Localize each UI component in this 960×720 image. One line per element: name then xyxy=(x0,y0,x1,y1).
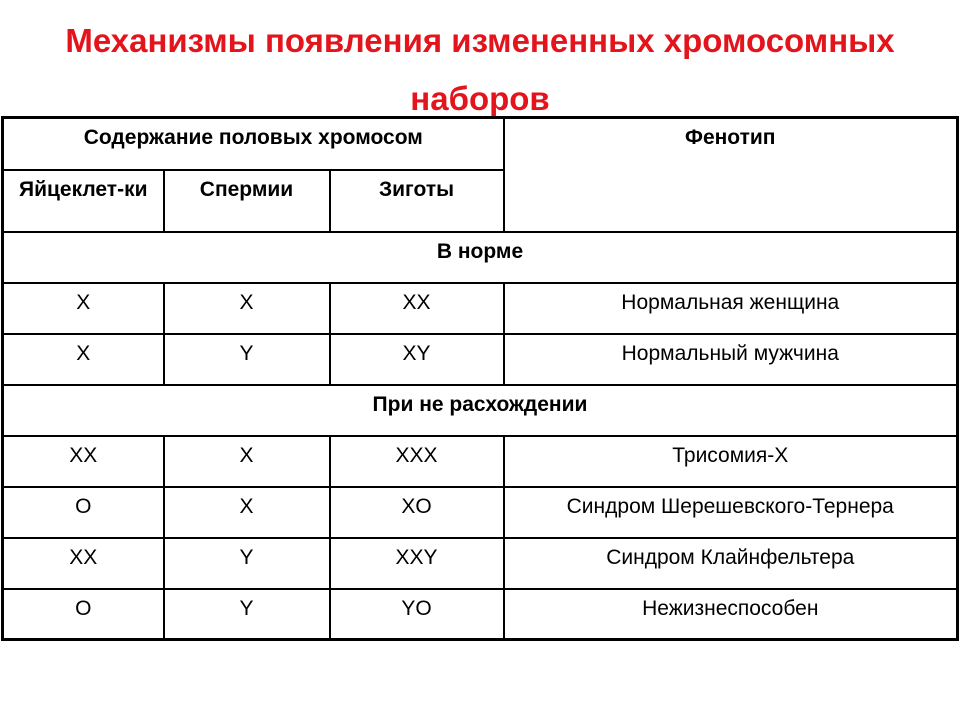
col-header-zygotes: Зиготы xyxy=(328,168,505,233)
egg-cell: XX xyxy=(1,536,165,590)
header-row: Содержание половых хромосом Фенотип xyxy=(1,116,959,233)
egg-cell: X xyxy=(1,281,165,335)
phenotype-cell: Синдром Шерешевского-Тернера xyxy=(502,485,959,539)
phenotype-cell: Нормальный мужчина xyxy=(502,332,959,386)
egg-cell: X xyxy=(1,332,165,386)
col-header-sperm: Спермии xyxy=(162,168,331,233)
table-row: X X XX Нормальная женщина xyxy=(1,281,959,335)
phenotype-cell: Нежизнеспособен xyxy=(502,587,959,641)
sperm-cell: Y xyxy=(162,587,331,641)
sperm-cell: X xyxy=(162,485,331,539)
table-row: XX Y XXY Синдром Клайнфельтера xyxy=(1,536,959,590)
egg-cell: O xyxy=(1,485,165,539)
zygote-cell: XY xyxy=(328,332,505,386)
chromosome-table: Содержание половых хромосом Фенотип Яйце… xyxy=(1,116,959,641)
section-label: При не расхождении xyxy=(1,383,959,437)
slide-title: Механизмы появления измененных хромосомн… xyxy=(65,22,895,117)
sperm-cell: X xyxy=(162,281,331,335)
section-row: При не расхождении xyxy=(1,383,959,437)
table-row: XX X XXX Трисомия-X xyxy=(1,434,959,488)
zygote-cell: XX xyxy=(328,281,505,335)
table-row: O X XO Синдром Шерешевского-Тернера xyxy=(1,485,959,539)
zygote-cell: XXY xyxy=(328,536,505,590)
phenotype-header: Фенотип xyxy=(502,116,959,233)
table-row: X Y XY Нормальный мужчина xyxy=(1,332,959,386)
zygote-cell: XO xyxy=(328,485,505,539)
phenotype-cell: Нормальная женщина xyxy=(502,281,959,335)
sperm-cell: Y xyxy=(162,332,331,386)
sperm-cell: X xyxy=(162,434,331,488)
col-header-eggs: Яйцеклет-ки xyxy=(1,168,165,233)
egg-cell: O xyxy=(1,587,165,641)
phenotype-cell: Трисомия-X xyxy=(502,434,959,488)
zygote-cell: XXX xyxy=(328,434,505,488)
sperm-cell: Y xyxy=(162,536,331,590)
group-header: Содержание половых хромосом xyxy=(1,116,505,171)
section-row: В норме xyxy=(1,230,959,284)
zygote-cell: YO xyxy=(328,587,505,641)
egg-cell: XX xyxy=(1,434,165,488)
subheader-row: Яйцеклет-ки Спермии Зиготы xyxy=(1,168,958,233)
table-row: O Y YO Нежизнеспособен xyxy=(1,587,959,641)
section-label: В норме xyxy=(1,230,959,284)
phenotype-cell: Синдром Клайнфельтера xyxy=(502,536,959,590)
